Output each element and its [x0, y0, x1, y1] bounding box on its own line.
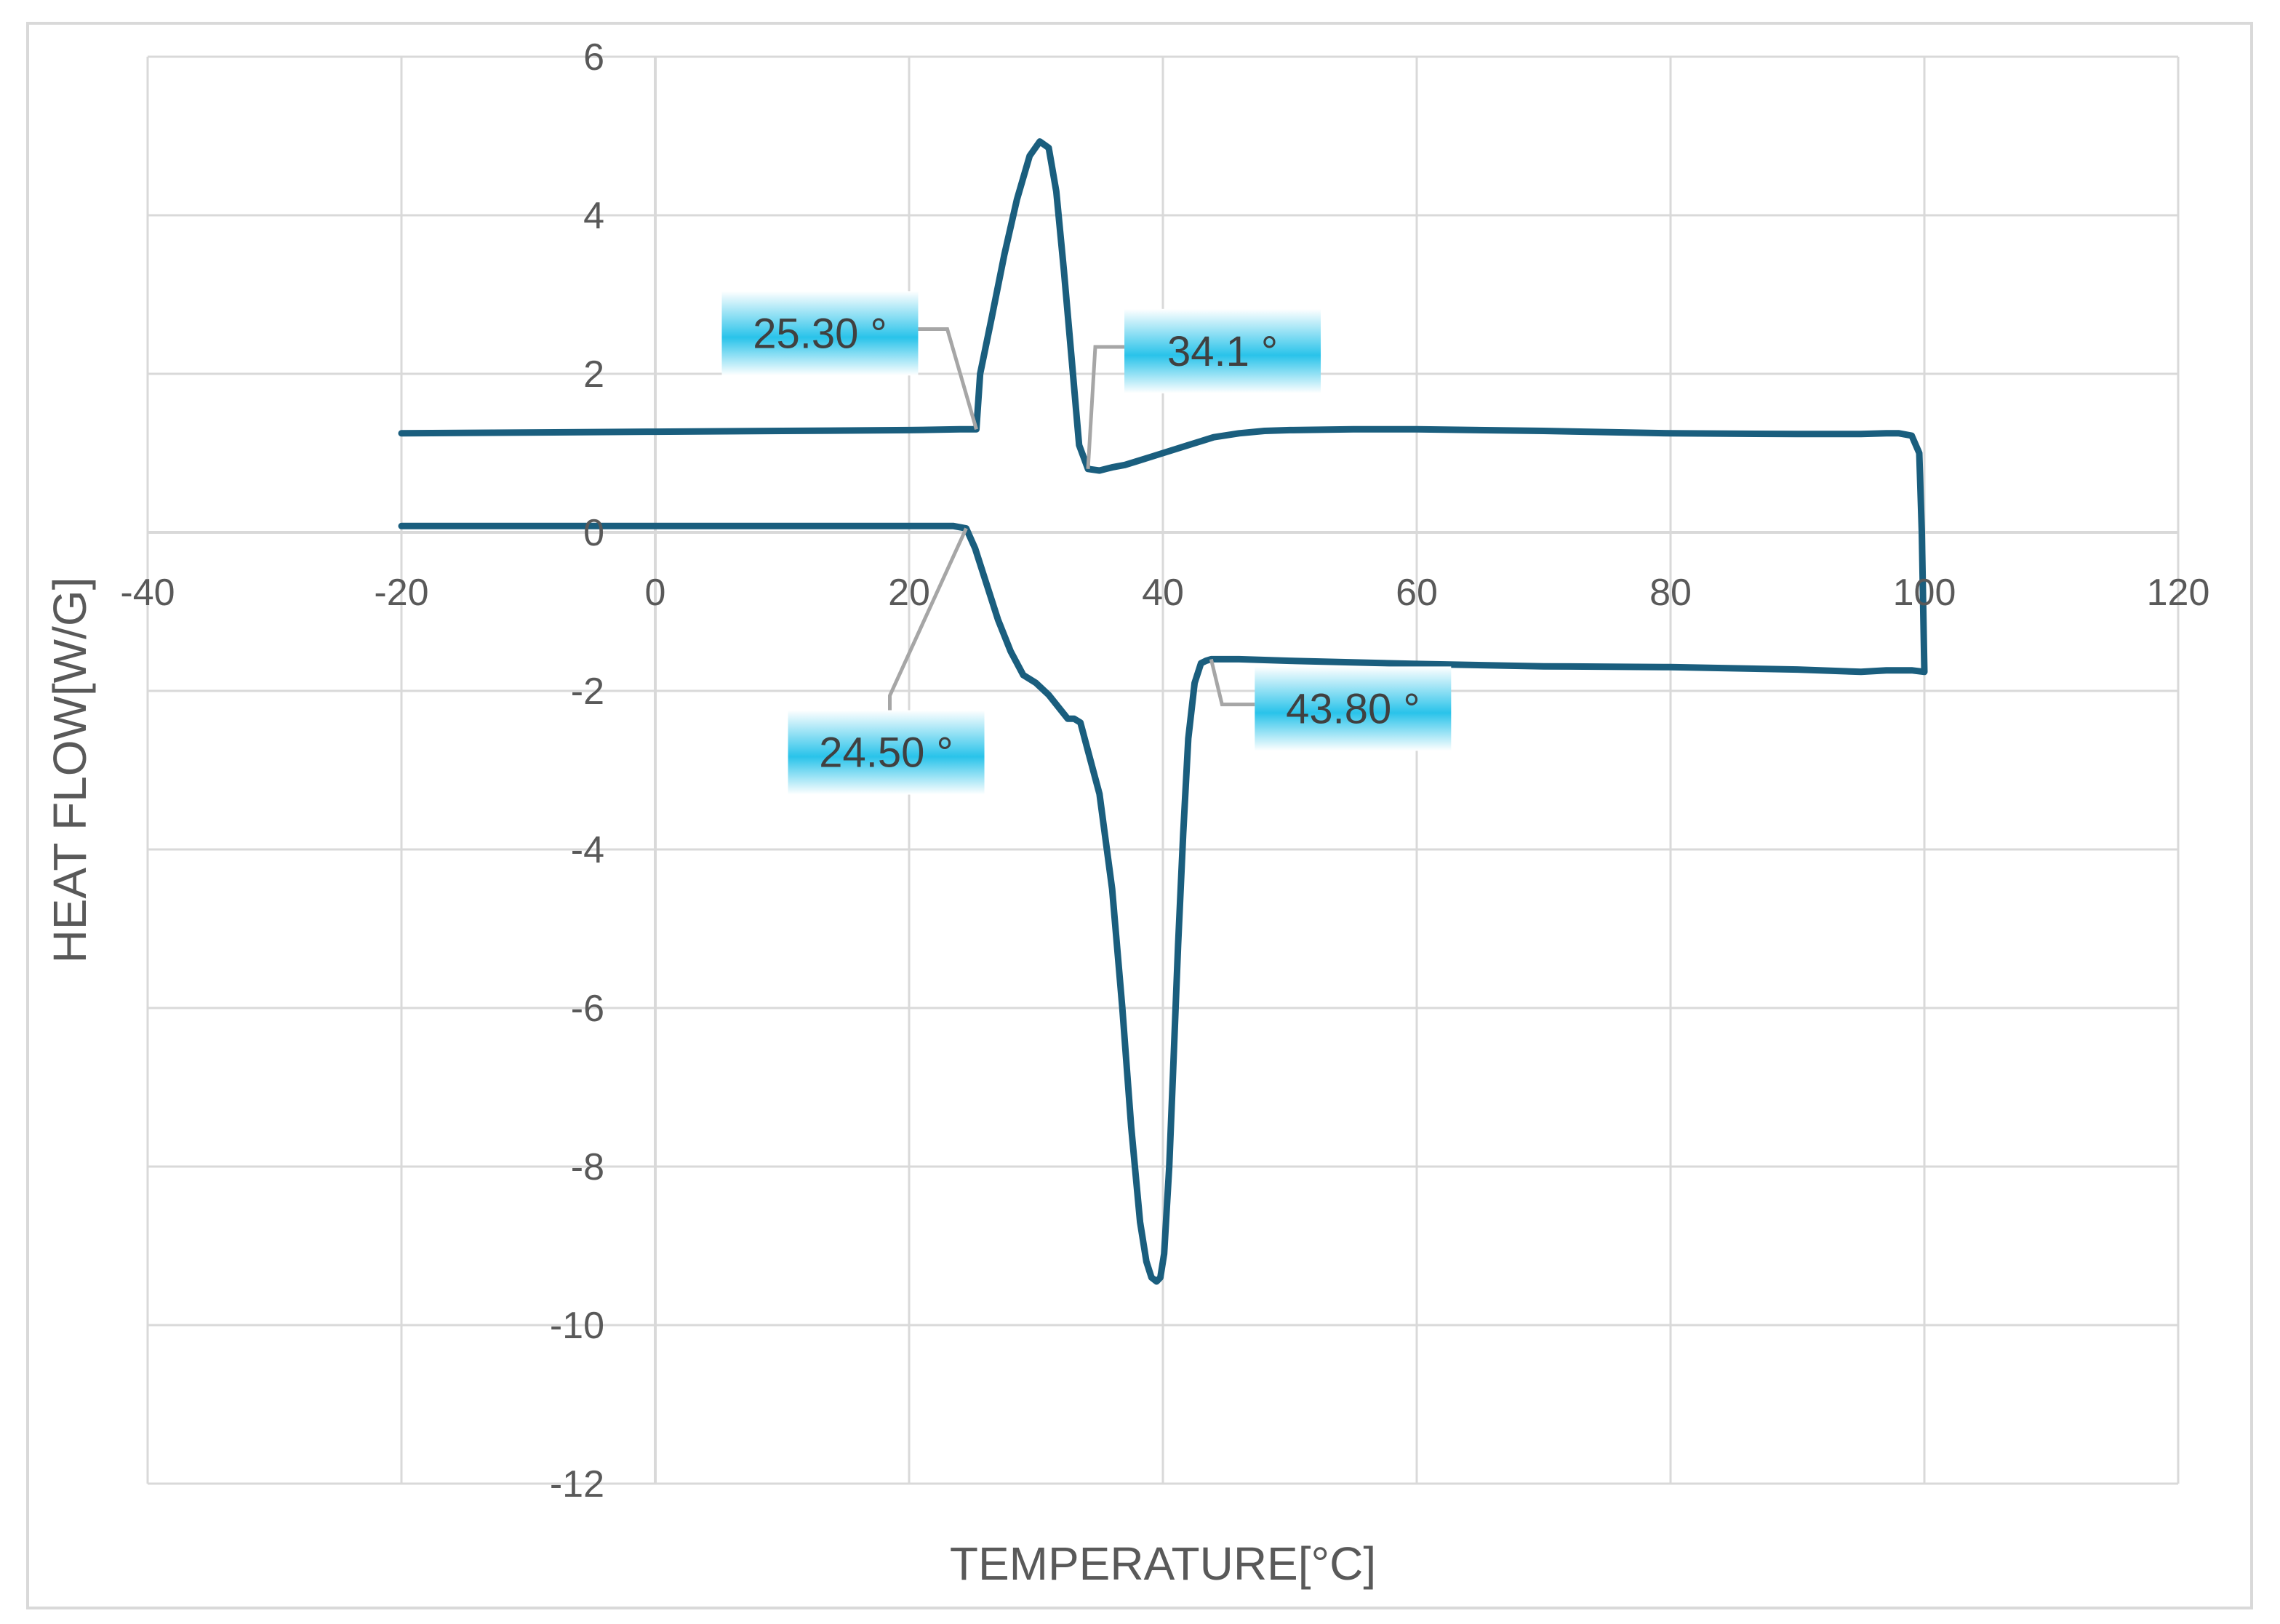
callouts: 25.30 ° 34.1 ° 24.50 ° 43.80 ° — [721, 291, 1452, 795]
series-line-1 — [398, 138, 1928, 675]
x-axis-title: TEMPERATURE[°C] — [950, 1537, 1376, 1590]
gridlines — [146, 55, 2180, 1485]
y-tick-label: 2 — [583, 353, 604, 396]
callout-label: 24.50 ° — [819, 729, 953, 777]
callout-box — [1255, 666, 1452, 751]
x-tick-label: 20 — [888, 572, 930, 614]
y-tick-label: -10 — [550, 1305, 604, 1347]
callout-leader — [888, 527, 968, 711]
y-tick-label: -12 — [550, 1463, 604, 1505]
callout-leader — [918, 327, 978, 430]
y-tick-label: 6 — [583, 36, 604, 79]
x-tick-label: -20 — [374, 572, 428, 614]
callout-box — [721, 291, 919, 376]
callout-leader — [1209, 658, 1255, 707]
series-line-2 — [398, 522, 1928, 1285]
y-tick-label: 4 — [583, 195, 604, 237]
y-tick-label: 0 — [583, 512, 604, 554]
chart-area — [26, 22, 2253, 1609]
callout-label: 34.1 ° — [1167, 328, 1278, 375]
callout-label: 25.30 ° — [753, 310, 887, 357]
x-tick-label: 100 — [1893, 572, 1956, 614]
x-tick-label: 0 — [645, 572, 666, 614]
y-tick-label: -8 — [571, 1146, 604, 1188]
y-tick-label: -4 — [571, 829, 604, 871]
y-tick-label: -2 — [571, 671, 604, 713]
x-tick-label: 60 — [1396, 572, 1438, 614]
x-tick-label: 80 — [1649, 572, 1692, 614]
x-tick-label: 120 — [2147, 572, 2210, 614]
callout-box — [1124, 308, 1321, 393]
x-tick-label: 40 — [1142, 572, 1184, 614]
y-tick-label: -6 — [571, 988, 604, 1030]
callout-box — [788, 710, 985, 795]
series-lines — [398, 138, 1928, 1285]
y-axis-title: HEAT FLOW[W/G] — [44, 577, 96, 964]
callout-label: 43.80 ° — [1286, 685, 1420, 732]
callout-leader — [1086, 345, 1124, 469]
x-tick-label: -40 — [120, 572, 175, 614]
